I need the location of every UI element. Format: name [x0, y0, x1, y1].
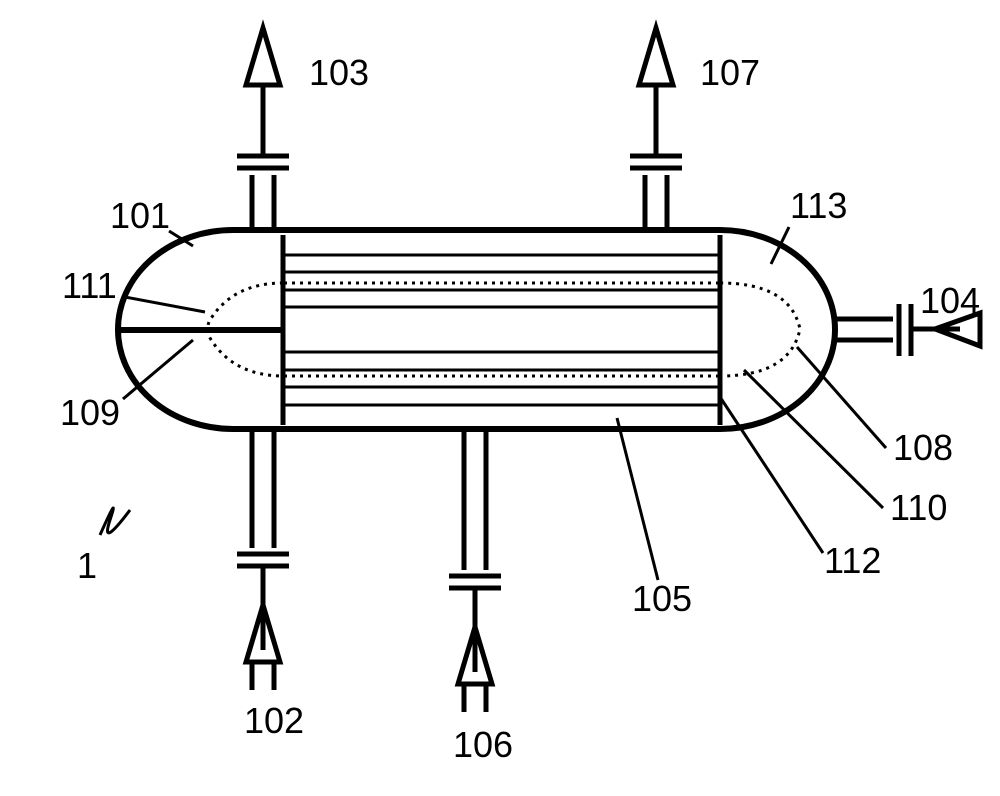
- label-105: 105: [632, 578, 692, 620]
- leader-111: [125, 297, 205, 312]
- inner-dotted-right: [720, 283, 800, 376]
- port-106: [449, 429, 501, 712]
- label-102: 102: [244, 700, 304, 742]
- label-112: 112: [824, 540, 881, 582]
- port-107: [630, 28, 682, 230]
- port-102: [237, 429, 289, 690]
- leader-109: [123, 340, 193, 399]
- label-107: 107: [700, 52, 760, 94]
- label-110: 110: [890, 487, 947, 529]
- label-104: 104: [920, 280, 980, 322]
- label-111: 111: [62, 265, 117, 307]
- diagram-container: [0, 0, 1000, 791]
- heat-exchanger-diagram: [0, 0, 1000, 791]
- label-103: 103: [309, 52, 369, 94]
- label-101: 101: [110, 195, 170, 237]
- right-end-cap: [720, 230, 835, 429]
- port-103: [237, 28, 289, 230]
- label-109: 109: [60, 392, 120, 434]
- label-108: 108: [893, 427, 953, 469]
- label-1: 1: [77, 545, 97, 587]
- leader-108: [797, 347, 886, 448]
- label-106: 106: [453, 724, 513, 766]
- label-113: 113: [790, 185, 847, 227]
- leader-1: [100, 508, 130, 535]
- leader-105: [617, 418, 658, 580]
